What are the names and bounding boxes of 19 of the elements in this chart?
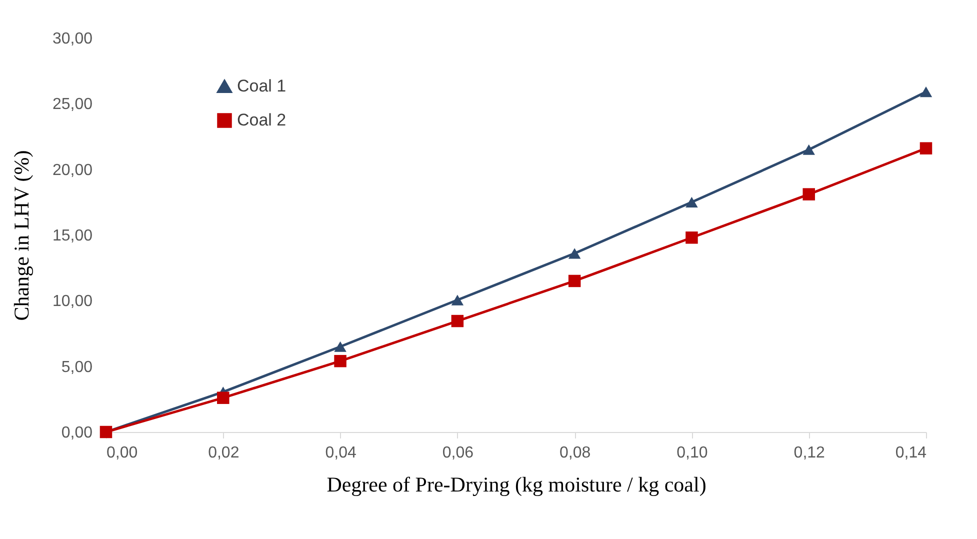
y-axis-title: Change in LHV (%) <box>9 150 34 321</box>
y-tick-label: 30,00 <box>52 30 93 48</box>
y-tick-label: 0,00 <box>61 424 93 442</box>
y-tick-label: 15,00 <box>52 228 93 244</box>
x-axis-title: Degree of Pre-Drying (kg moisture / kg coal) <box>326 472 706 496</box>
x-tick-label: 0,10 <box>676 444 708 462</box>
x-tick-label: 0,06 <box>442 444 474 462</box>
x-tick-label: 0,14 <box>895 444 927 462</box>
y-tick-label: 5,00 <box>61 358 93 376</box>
legend-label: Coal 2 <box>237 110 286 130</box>
y-tick-label: 10,00 <box>52 293 93 310</box>
x-tick-label: 0,12 <box>794 444 826 462</box>
y-tick-label: 25,00 <box>52 96 93 114</box>
legend-label: Coal 1 <box>237 76 286 96</box>
x-tick-label: 0,02 <box>208 444 240 462</box>
x-tick-label: 0,00 <box>106 444 138 462</box>
x-tick-label: 0,08 <box>560 444 591 462</box>
x-tick-label: 0,04 <box>325 444 356 462</box>
y-tick-label: 20,00 <box>52 162 93 179</box>
